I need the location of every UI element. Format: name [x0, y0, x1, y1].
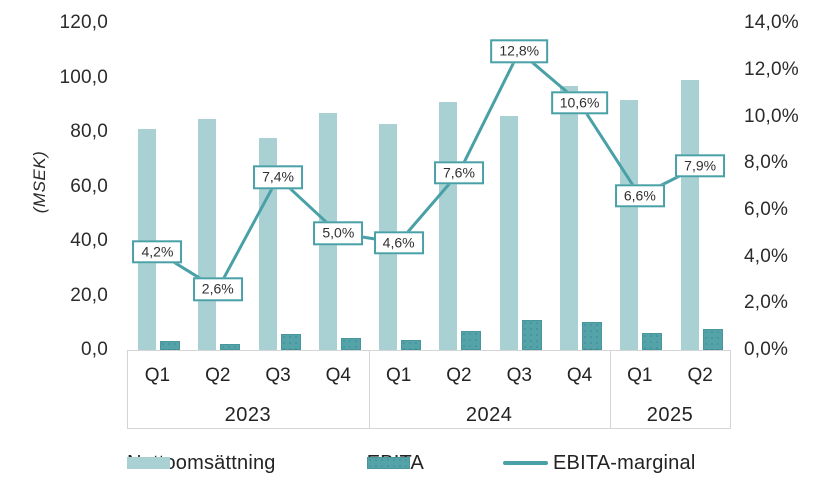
- ebita-marginal-data-label: 7,9%: [675, 153, 726, 178]
- legend-swatch-bar: [366, 457, 410, 469]
- ebita-marginal-data-label: 7,4%: [253, 165, 304, 190]
- x-axis-quarter-label: Q1: [385, 365, 412, 386]
- left-axis-tick: 60,0: [70, 175, 108, 197]
- x-axis-quarter-label: Q2: [205, 365, 231, 386]
- x-axis-quarter-label: Q1: [144, 365, 171, 386]
- bar-ebita-7: [582, 321, 603, 350]
- right-axis-tick: 12,0%: [744, 58, 799, 80]
- bar-nettoomsattning-5: [439, 102, 458, 350]
- left-axis-tick: 20,0: [70, 284, 108, 306]
- x-axis-quarter-label: Q3: [265, 365, 291, 386]
- ebita-marginal-data-label: 4,2%: [132, 240, 183, 264]
- ebita-marginal-data-label: 12,8%: [490, 39, 549, 63]
- bar-ebita-1: [220, 344, 241, 350]
- right-axis-tick: 6,0%: [744, 198, 789, 220]
- right-axis-tick: 0,0%: [744, 339, 789, 360]
- left-axis-tick: 120,0: [59, 12, 108, 34]
- x-axis-year-label: 2024: [465, 404, 513, 426]
- bar-nettoomsattning-8: [620, 99, 639, 350]
- bar-ebita-8: [642, 333, 663, 350]
- bar-nettoomsattning-7: [560, 85, 579, 350]
- right-axis-tick: 4,0%: [744, 245, 789, 267]
- bar-ebita-9: [702, 328, 723, 350]
- x-axis-quarter-label: Q4: [566, 365, 593, 386]
- legend-swatch-bar: [127, 457, 170, 469]
- x-axis-year-label: 2023: [224, 404, 272, 426]
- right-axis-tick: 8,0%: [744, 152, 789, 174]
- right-axis-tick: 10,0%: [744, 105, 799, 127]
- bar-nettoomsattning-6: [499, 115, 518, 350]
- bar-nettoomsattning-9: [680, 80, 699, 350]
- legend-swatch-line: [503, 461, 548, 465]
- x-axis-quarter-label: Q3: [506, 365, 532, 386]
- bar-ebita-6: [521, 320, 542, 350]
- ebita-marginal-data-label: 6,6%: [614, 184, 665, 208]
- bar-ebita-0: [159, 340, 180, 350]
- x-axis-category-box: [127, 350, 731, 429]
- x-axis-year-label: 2025: [646, 404, 694, 426]
- bar-nettoomsattning-1: [198, 118, 217, 350]
- year-divider: [609, 350, 612, 429]
- ebita-marginal-data-label: 7,6%: [433, 160, 484, 185]
- left-axis-tick: 100,0: [59, 66, 108, 88]
- x-axis-quarter-label: Q1: [627, 365, 653, 386]
- right-axis-tick: 14,0%: [744, 12, 799, 34]
- legend-label: EBITA-marginal: [553, 451, 696, 474]
- legend-label: Nettoomsättning: [127, 451, 276, 474]
- x-axis-quarter-label: Q2: [687, 365, 713, 386]
- ebita-marginal-data-label: 2,6%: [192, 277, 243, 302]
- year-divider: [368, 350, 370, 429]
- bar-nettoomsattning-0: [137, 129, 156, 350]
- legend-item-ebita-marginal: EBITA-marginal: [503, 452, 695, 474]
- left-axis-tick: 0,0: [80, 339, 108, 360]
- x-axis-quarter-label: Q4: [325, 365, 352, 386]
- bar-ebita-3: [340, 338, 361, 350]
- x-axis-quarter-label: Q2: [446, 365, 472, 386]
- legend-label: EBITA: [366, 451, 424, 474]
- ebita-marginal-data-label: 4,6%: [373, 230, 424, 255]
- left-axis-tick: 80,0: [70, 121, 108, 143]
- legend-item-ebita: EBITA: [366, 451, 424, 474]
- ebita-marginal-data-label: 10,6%: [550, 90, 609, 115]
- left-axis-tick: 40,0: [70, 230, 108, 252]
- bar-ebita-2: [280, 334, 301, 350]
- bar-ebita-4: [401, 339, 422, 350]
- bar-ebita-5: [461, 331, 482, 350]
- ebita-marginal-data-label: 5,0%: [313, 221, 364, 246]
- right-axis-tick: 2,0%: [744, 292, 789, 314]
- legend-item-nettooms-ttning: Nettoomsättning: [127, 452, 276, 474]
